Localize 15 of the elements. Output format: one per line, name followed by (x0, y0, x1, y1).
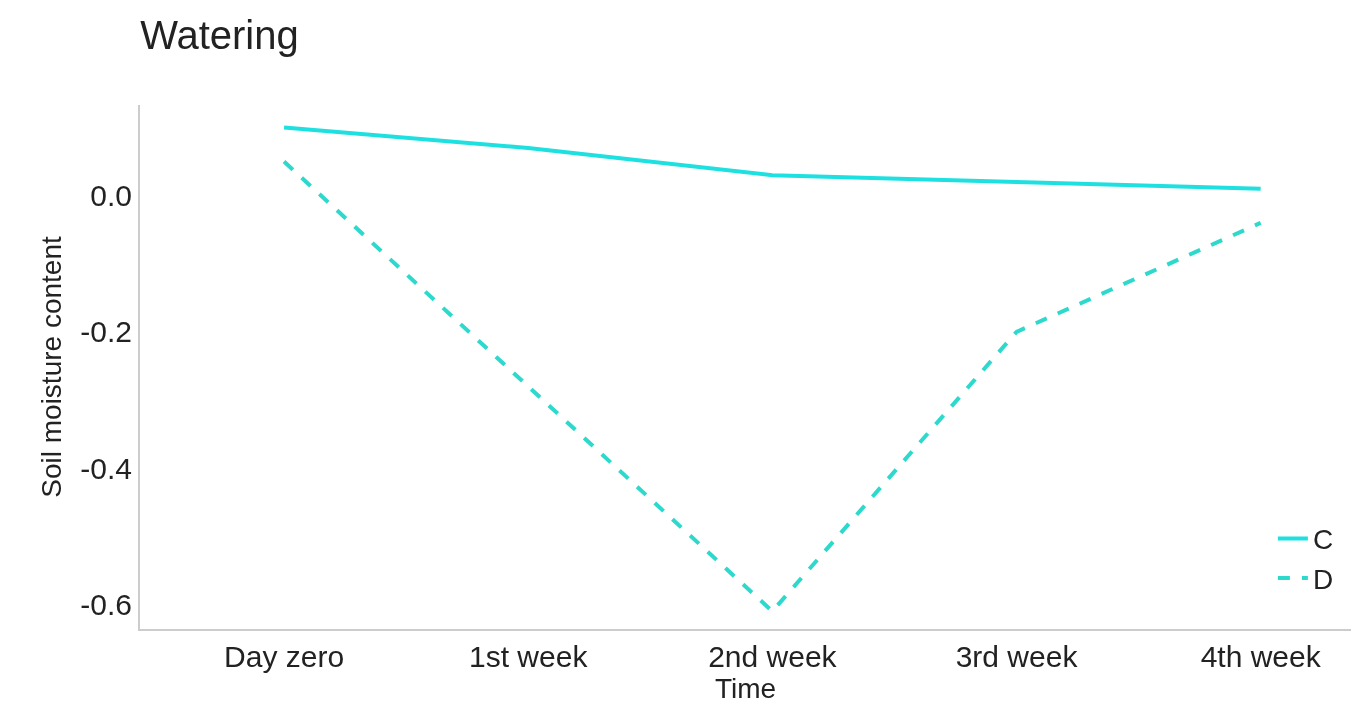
x-tick-label: 1st week (469, 640, 589, 673)
chart-title: Watering (140, 13, 299, 58)
x-axis-title: Time (714, 673, 777, 704)
legend-label: D (1312, 563, 1334, 595)
y-axis-title: Soil moisture content (36, 236, 68, 498)
y-tick-label: 0.0 (90, 179, 132, 213)
x-tick-label: Day zero (224, 640, 345, 673)
x-tick-label: 3rd week (955, 640, 1079, 673)
y-tick-label: -0.4 (80, 451, 132, 485)
x-tick-label: 4th week (1200, 640, 1322, 673)
y-tick-label: -0.6 (80, 587, 132, 621)
x-tick-label: 2nd week (708, 640, 838, 673)
y-tick-label: -0.2 (80, 315, 132, 349)
line-series (282, 125, 1263, 191)
legend-label: C (1312, 524, 1334, 556)
